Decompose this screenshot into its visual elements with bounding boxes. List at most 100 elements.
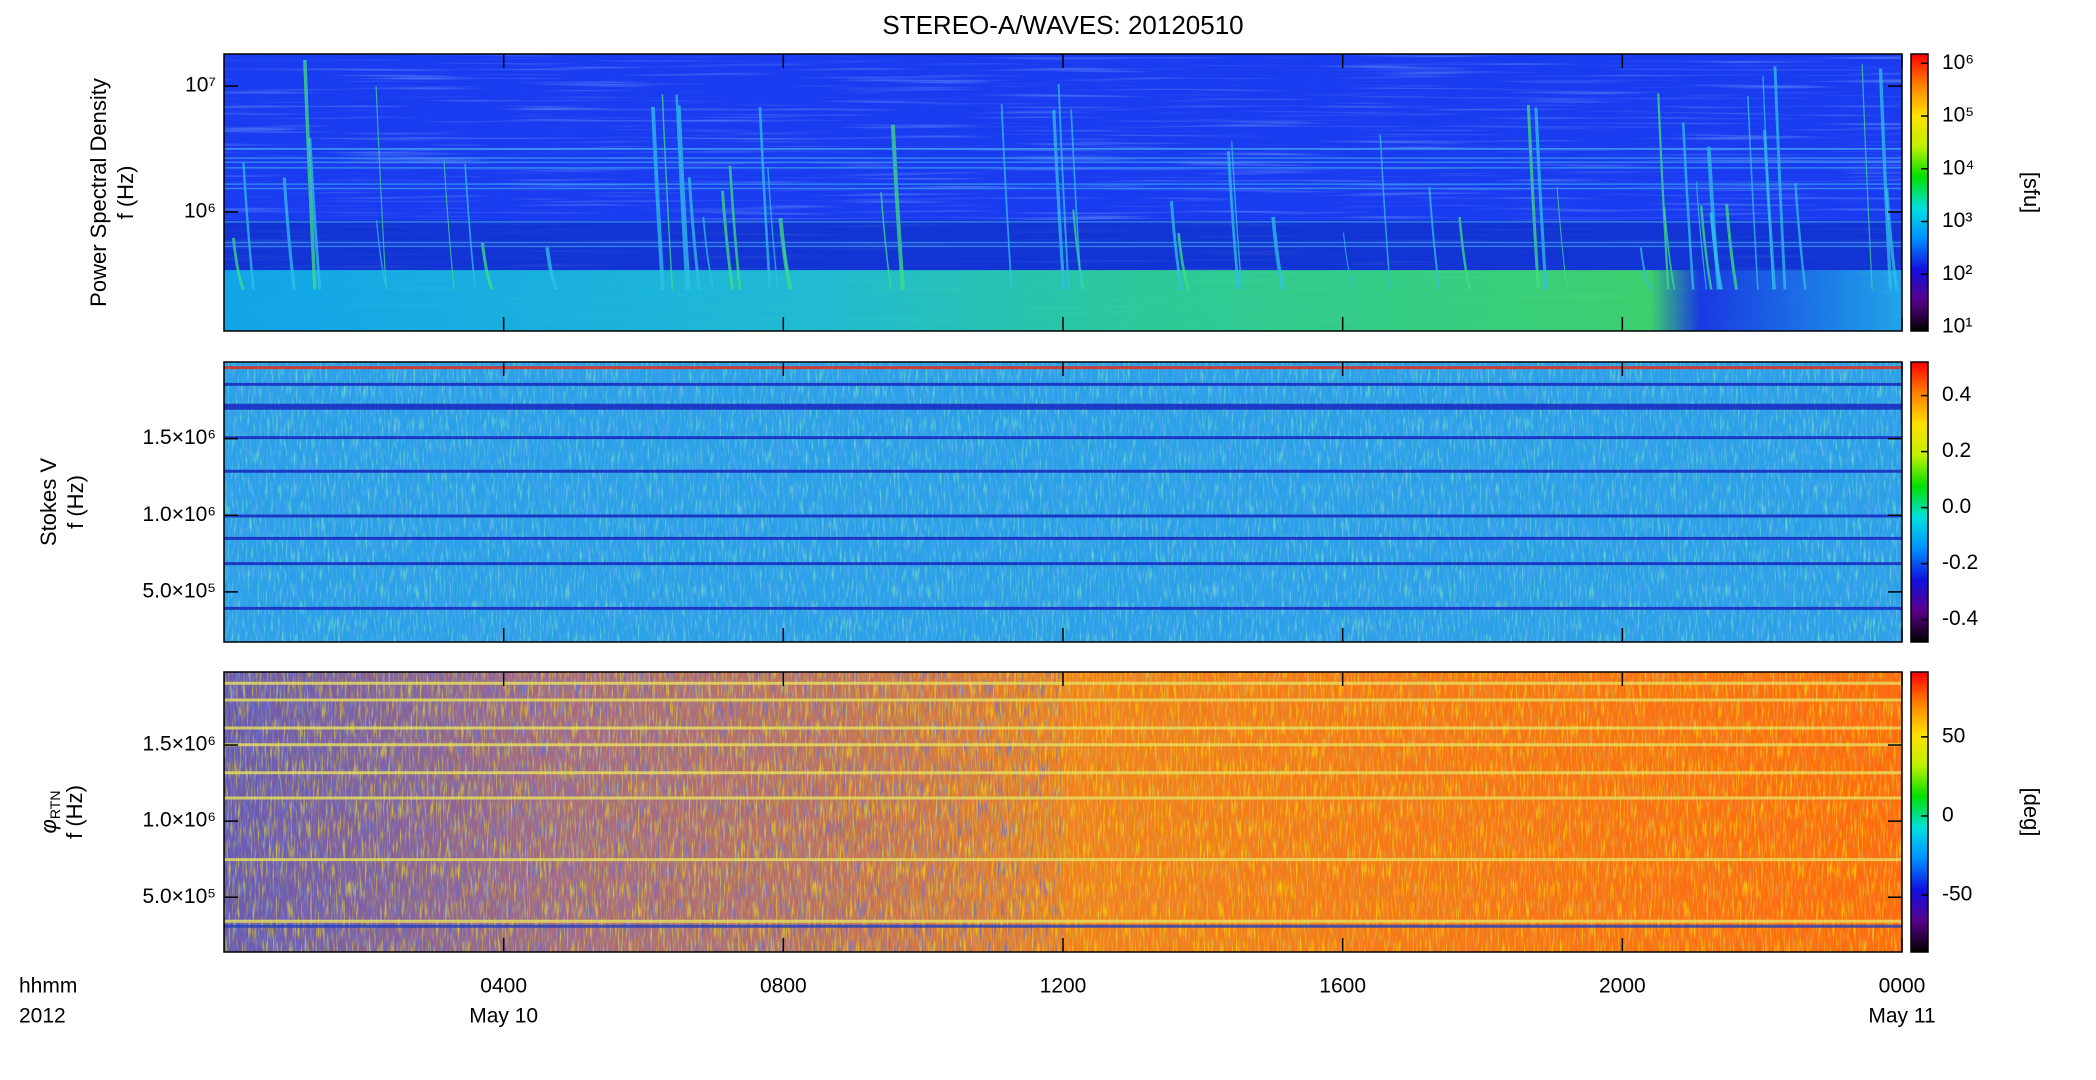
spectrogram-burst [767, 166, 779, 290]
spectrogram-burst [1534, 107, 1548, 290]
spectrogram-burst [1428, 186, 1441, 290]
spectrogram-burst [1177, 232, 1190, 290]
spectrogram-burst [1052, 109, 1066, 290]
colorbar-tick-label: -0.4 [1942, 607, 1979, 630]
spectrogram-burst [1700, 205, 1713, 290]
colorbar-label: [deg] [2019, 788, 2044, 837]
x-axis-header: 2012 [19, 1005, 66, 1028]
spectrogram-burst [675, 94, 688, 290]
spectrogram-burst [890, 124, 905, 290]
spectrogram-burst [1695, 181, 1708, 290]
spectrogram-burst [1342, 232, 1355, 290]
y-tick-label: 10⁶ [184, 199, 216, 222]
colorbar-label: [sfu] [2019, 172, 2044, 214]
spectrogram-burst [702, 216, 715, 290]
spectrogram [224, 54, 1902, 331]
colorbar-tick-label: 10⁴ [1942, 156, 1974, 179]
spectrogram-burst [443, 160, 455, 290]
spectrogram-burst [687, 177, 701, 290]
colorbar-tick-label: 10¹ [1942, 315, 1972, 338]
y-tick-label: 1.5×10⁶ [143, 426, 216, 449]
colorbar [1910, 671, 1929, 953]
spectrogram-burst [728, 165, 742, 290]
spectrogram-burst [464, 164, 476, 290]
colorbar-tick-label: 10³ [1942, 209, 1972, 232]
spectrogram-burst [758, 107, 772, 290]
spectrogram-burst [1169, 200, 1183, 290]
spectrogram-burst [1878, 68, 1893, 290]
y-axis-label: Stokes V [36, 458, 61, 546]
colorbar-tick-label: 10⁵ [1942, 104, 1974, 127]
colorbar-tick-label: 50 [1942, 724, 1965, 747]
spectrogram-burst [282, 177, 296, 290]
colorbar-tick-label: 0.4 [1942, 383, 1972, 406]
spectrogram-burst [1639, 247, 1652, 291]
spectrogram-burst [721, 190, 734, 290]
spectrogram-burst [1458, 216, 1471, 290]
spectrogram-burst [375, 86, 387, 290]
spectrogram-burst [778, 217, 793, 290]
spectrogram-burst [375, 220, 388, 290]
spectrogram-burst [1072, 209, 1085, 290]
colorbar [1910, 361, 1929, 643]
spectrogram [224, 362, 1902, 642]
spectrogram-burst [1556, 186, 1568, 290]
spectrogram-burst [1681, 122, 1695, 290]
y-tick-label: 5.0×10⁵ [142, 579, 216, 602]
y-axis-label: f (Hz) [62, 785, 87, 839]
y-axis-label-symbol: φ [36, 819, 61, 833]
spectrogram-burst [308, 137, 322, 290]
y-tick-label: 1.5×10⁶ [143, 733, 216, 756]
spectrogram-burst [232, 237, 245, 290]
spectrogram-burst [1070, 109, 1083, 290]
x-date-label: May 11 [1868, 1005, 1935, 1028]
spectrogram-burst [677, 105, 691, 290]
chart-title: STEREO-A/WAVES: 20120510 [882, 10, 1243, 40]
spectrogram-burst [1657, 93, 1670, 290]
colorbar-tick-label: 0 [1942, 804, 1954, 827]
colorbar-tick-label: 10² [1942, 262, 1972, 285]
colorbar [1910, 53, 1929, 332]
spectrogram-burst [1794, 182, 1807, 290]
spectrogram-burst [303, 59, 317, 290]
y-axis-label-subscript: RTN [47, 791, 63, 820]
y-tick-label: 1.0×10⁶ [143, 809, 216, 832]
spectrogram-burst [242, 162, 255, 290]
colorbar-tick-label: 0.0 [1942, 495, 1971, 518]
colorbar-tick-label: 10⁶ [1942, 51, 1974, 74]
x-tick-label: 1600 [1319, 975, 1366, 998]
spectrogram-texture [224, 672, 1902, 952]
x-tick-label: 2000 [1599, 975, 1646, 998]
spectrogram-burst [661, 94, 674, 290]
spectrogram-burst [1000, 104, 1013, 290]
y-tick-label: 10⁷ [185, 74, 216, 97]
spectrogram [224, 672, 1902, 952]
x-tick-label: 0000 [1879, 975, 1926, 998]
spectrogram-burst [1271, 216, 1285, 290]
x-tick-label: 0800 [760, 975, 807, 998]
spectrogram-burst [1526, 104, 1540, 290]
colorbar-tick-label: 0.2 [1942, 439, 1971, 462]
spectrogram-burst [545, 247, 559, 291]
y-axis-label: Power Spectral Density [86, 78, 111, 307]
spectrogram-burst [880, 192, 892, 290]
x-date-label: May 10 [469, 1005, 538, 1028]
x-axis-header: hhmm [19, 975, 77, 998]
y-tick-label: 1.0×10⁶ [143, 503, 216, 526]
spectrogram-burst [1747, 95, 1759, 290]
colorbar-tick-label: -0.2 [1942, 551, 1978, 574]
spectrogram-burst [480, 242, 494, 291]
y-axis-label: f (Hz) [113, 166, 138, 220]
x-tick-label: 1200 [1040, 975, 1087, 998]
y-axis-label: f (Hz) [63, 475, 88, 529]
y-axis-label: φRTN [36, 791, 63, 834]
x-tick-label: 0400 [480, 975, 527, 998]
spectrogram-burst [1725, 204, 1739, 290]
spectrogram-burst [1861, 63, 1873, 290]
y-tick-label: 5.0×10⁵ [142, 885, 216, 908]
colorbar-tick-label: -50 [1942, 883, 1972, 906]
spectrogram-burst [651, 106, 665, 290]
spectrogram-burst [1379, 134, 1392, 290]
